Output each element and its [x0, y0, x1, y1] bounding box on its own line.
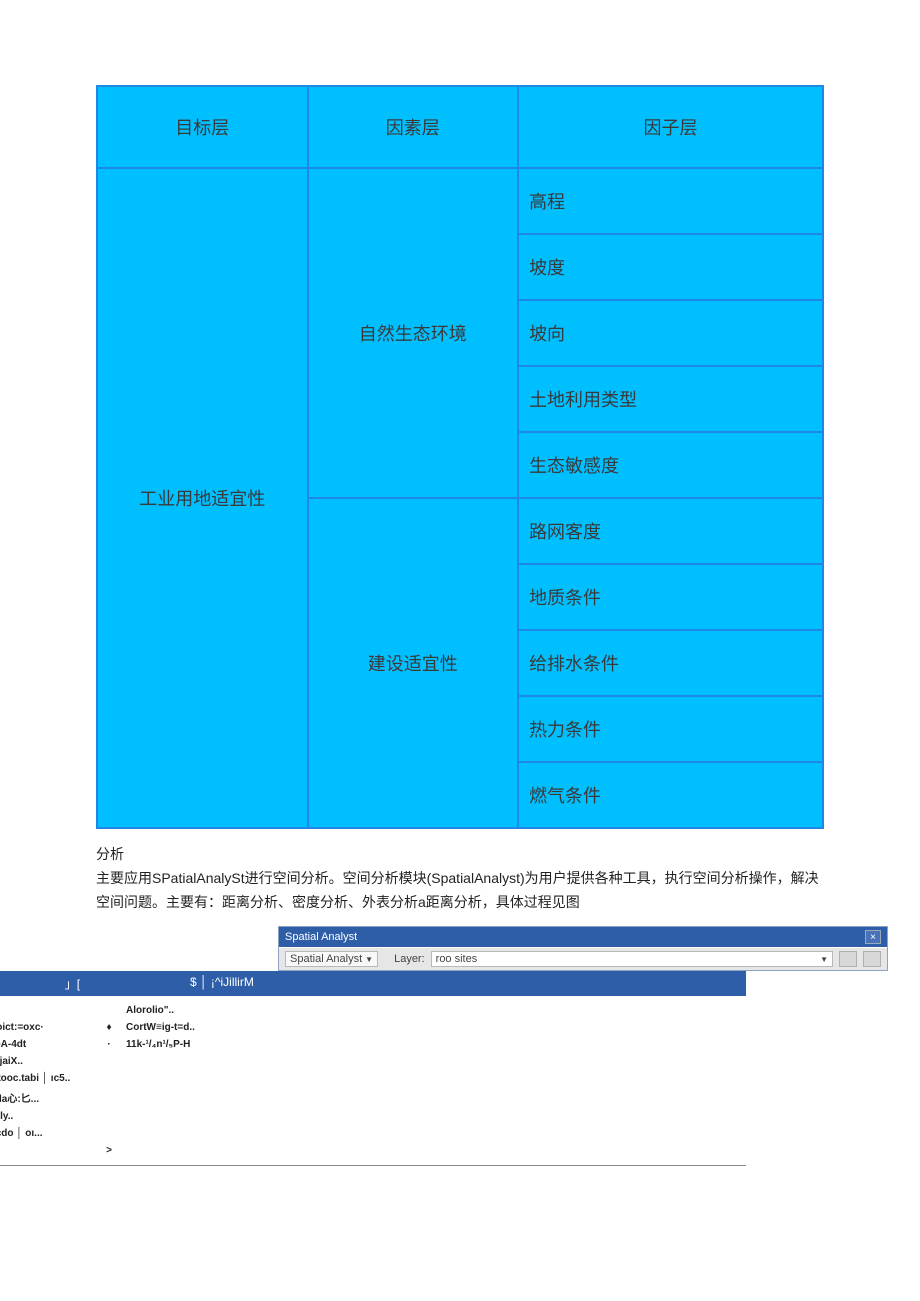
- list-item[interactable]: UOn"it>: [0, 1142, 746, 1159]
- header-target: 目标层: [97, 86, 308, 168]
- list-item[interactable]: Inicipooict:=oxc·♦CortW≡ig-t=d..: [0, 1019, 746, 1036]
- dropdown-label: Spatial Analyst: [290, 953, 362, 965]
- list-item[interactable]: Ilcclassly..: [0, 1108, 746, 1125]
- close-icon[interactable]: ×: [865, 930, 881, 944]
- analysis-body: 主要应用SPatialAnalySt进行空间分析。空间分析模块(SpatialA…: [96, 870, 819, 910]
- panel-title: Spatial Analyst: [285, 931, 357, 943]
- analyst-dropdown[interactable]: Spatial Analyst ▼: [285, 951, 378, 967]
- list-item[interactable]: SurfaceA-4dt·11k-¹/₄n¹/₅P-H: [0, 1036, 746, 1053]
- table-header-row: 目标层 因素层 因子层: [97, 86, 823, 168]
- cell-sub: 坡度: [518, 234, 823, 300]
- cell-sub: 坡向: [518, 300, 823, 366]
- cell-sub: 路网客度: [518, 498, 823, 564]
- list-item[interactable]: ßwti¹/₀Alorolio"..: [0, 1002, 746, 1019]
- chevron-down-icon: ▼: [820, 955, 828, 964]
- list-item[interactable]: Neghxitooc.tabi │ ıc5..: [0, 1070, 746, 1087]
- header-factor: 因素层: [308, 86, 519, 168]
- analysis-paragraph: 分析 主要应用SPatialAnalySt进行空间分析。空间分析模块(Spati…: [96, 843, 824, 914]
- hierarchy-table: 目标层 因素层 因子层 工业用地适宜性 自然生态环境 高程 坡度 坡向 土地利用…: [96, 85, 824, 829]
- list-item[interactable]: CclSlQljaiX..: [0, 1053, 746, 1070]
- layer-select[interactable]: roo sites ▼: [431, 951, 833, 967]
- gis-menubar: 加as 」[ $ │ ¡^iJillirM: [0, 971, 746, 996]
- header-sub: 因子层: [518, 86, 823, 168]
- cell-sub: 给排水条件: [518, 630, 823, 696]
- gis-menu-list: ßwti¹/₀Alorolio".. Inicipooict:=oxc·♦Cor…: [0, 996, 746, 1166]
- cell-target: 工业用地适宜性: [97, 168, 308, 828]
- tool-icon-1[interactable]: [839, 951, 857, 967]
- layer-label: Layer:: [394, 953, 425, 965]
- panel-titlebar: Spatial Analyst ×: [279, 927, 887, 947]
- menubar-right: $ │ ¡^iJillirM: [190, 975, 254, 992]
- list-item[interactable]: HacUαcdo │ oı...: [0, 1125, 746, 1142]
- cell-factor-1: 建设适宜性: [308, 498, 519, 828]
- menubar-mid: 」[: [65, 975, 80, 992]
- chevron-down-icon: ▼: [365, 955, 373, 964]
- analysis-subhead: 分析: [96, 843, 824, 867]
- tool-icon-2[interactable]: [863, 951, 881, 967]
- panel-toolbar: Spatial Analyst ▼ Layer: roo sites ▼: [279, 947, 887, 970]
- layer-value: roo sites: [436, 953, 478, 965]
- cell-sub: 生态敏感度: [518, 432, 823, 498]
- cell-sub: 燃气条件: [518, 762, 823, 828]
- cell-factor-0: 自然生态环境: [308, 168, 519, 498]
- cell-sub: 土地利用类型: [518, 366, 823, 432]
- cell-sub: 高程: [518, 168, 823, 234]
- spatial-analyst-panel: Spatial Analyst × Spatial Analyst ▼ Laye…: [278, 926, 888, 971]
- cell-sub: 地质条件: [518, 564, 823, 630]
- list-item[interactable]: ZOnaiSla心:匕...: [0, 1087, 746, 1108]
- cell-sub: 热力条件: [518, 696, 823, 762]
- table-row: 工业用地适宜性 自然生态环境 高程: [97, 168, 823, 234]
